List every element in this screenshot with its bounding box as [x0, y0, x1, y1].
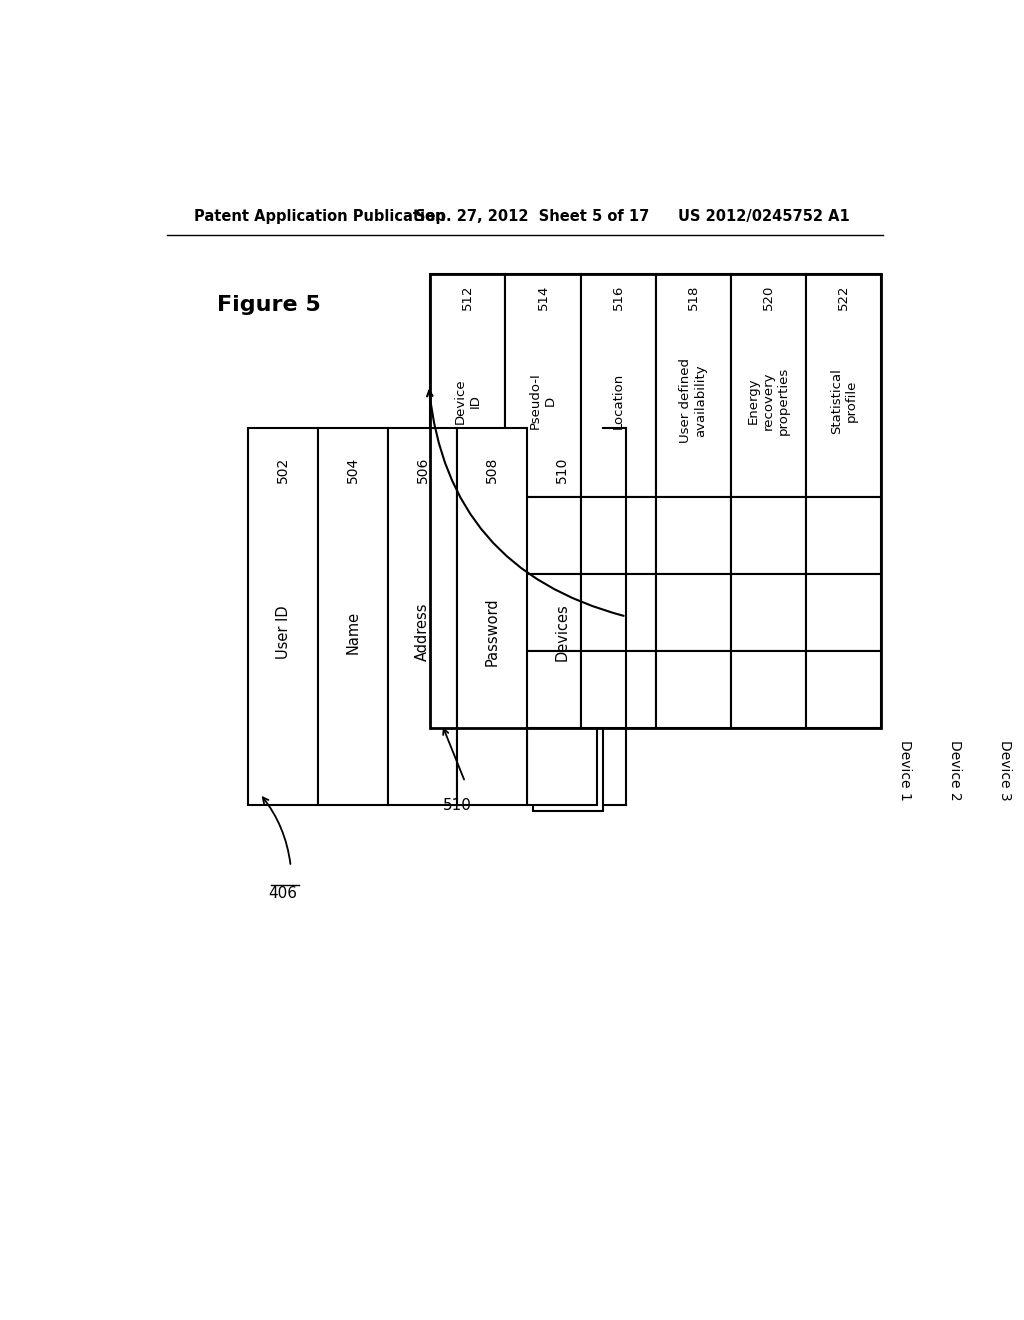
Text: Address: Address: [415, 603, 430, 661]
Bar: [527, 428, 597, 805]
Text: Pseudo-I
D: Pseudo-I D: [529, 372, 557, 429]
Text: Patent Application Publication: Patent Application Publication: [194, 209, 445, 223]
Bar: [806, 275, 882, 498]
Bar: [430, 574, 506, 651]
Text: Device 2: Device 2: [948, 739, 962, 800]
Text: Location: Location: [611, 372, 625, 429]
Bar: [806, 498, 882, 574]
Bar: [248, 428, 317, 805]
Text: 512: 512: [462, 284, 474, 310]
Text: Device 1: Device 1: [898, 739, 911, 800]
Bar: [388, 428, 458, 805]
Bar: [581, 498, 655, 574]
Text: US 2012/0245752 A1: US 2012/0245752 A1: [678, 209, 850, 223]
Text: 522: 522: [838, 284, 850, 310]
Bar: [506, 574, 581, 651]
Bar: [458, 428, 527, 805]
Text: Sep. 27, 2012  Sheet 5 of 17: Sep. 27, 2012 Sheet 5 of 17: [415, 209, 649, 223]
Text: 518: 518: [687, 284, 699, 310]
Bar: [430, 651, 506, 729]
Bar: [806, 651, 882, 729]
Text: Device
ID: Device ID: [454, 378, 482, 424]
Bar: [506, 275, 581, 498]
Bar: [655, 275, 731, 498]
Text: Energy
recovery
properties: Energy recovery properties: [748, 367, 791, 436]
Bar: [430, 275, 506, 498]
Bar: [317, 428, 388, 805]
Bar: [655, 498, 731, 574]
Bar: [430, 275, 882, 729]
Text: Password: Password: [484, 598, 500, 667]
Bar: [506, 498, 581, 574]
Text: 514: 514: [537, 284, 550, 310]
Text: 502: 502: [276, 457, 290, 483]
Text: Figure 5: Figure 5: [217, 294, 321, 314]
Bar: [581, 574, 655, 651]
Text: Device 3: Device 3: [998, 739, 1013, 800]
Bar: [581, 651, 655, 729]
Bar: [534, 434, 603, 812]
Bar: [806, 574, 882, 651]
Bar: [581, 275, 655, 498]
Text: 508: 508: [485, 457, 500, 483]
Bar: [430, 498, 506, 574]
Text: User defined
availability: User defined availability: [679, 359, 708, 444]
Bar: [655, 651, 731, 729]
Text: 510: 510: [555, 457, 569, 483]
Text: 510: 510: [443, 797, 472, 813]
Text: Name: Name: [345, 610, 360, 653]
Bar: [655, 574, 731, 651]
Text: User ID: User ID: [275, 605, 291, 659]
Bar: [731, 651, 806, 729]
Text: 516: 516: [611, 284, 625, 310]
Text: 504: 504: [346, 457, 359, 483]
Bar: [731, 574, 806, 651]
Text: Devices: Devices: [555, 603, 569, 661]
Text: 406: 406: [268, 886, 298, 902]
Bar: [506, 651, 581, 729]
Text: Statistical
profile: Statistical profile: [829, 368, 858, 434]
Text: 520: 520: [762, 284, 775, 310]
Bar: [731, 275, 806, 498]
Bar: [731, 498, 806, 574]
Text: 506: 506: [416, 457, 429, 483]
